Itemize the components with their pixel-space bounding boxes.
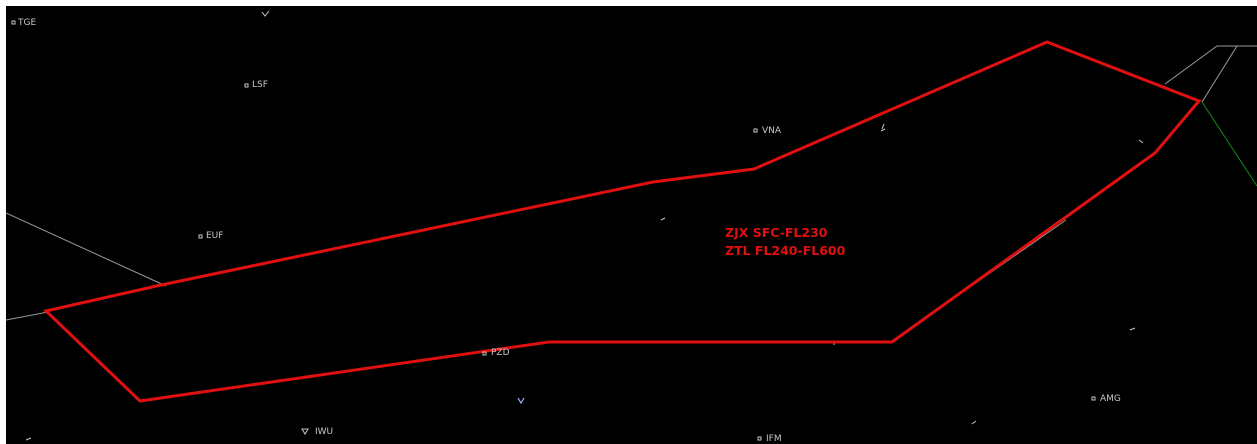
target-mark[interactable]	[517, 397, 525, 405]
fix-square-icon	[244, 83, 249, 88]
map-line-green	[1201, 101, 1257, 187]
airspace-label-line1: ZJX SFC-FL230	[725, 225, 828, 240]
airspace-label-line2: ZTL FL240-FL600	[725, 243, 846, 258]
fix-square-icon	[482, 351, 487, 356]
fix-label: EUF	[206, 231, 223, 241]
airspace-boundary[interactable]	[42, 40, 1202, 403]
fix-square-icon	[198, 234, 203, 239]
target-mark[interactable]	[880, 123, 886, 132]
scope-map[interactable]: TGE LSF VNA EUF PZD IWU AMG IFM	[6, 6, 1257, 444]
map-line-west-lower	[6, 311, 49, 321]
fix-euf[interactable]: EUF	[198, 231, 223, 241]
fix-label: IFM	[766, 434, 782, 444]
map-line-northeast-2	[1201, 45, 1238, 103]
target-mark[interactable]	[1129, 327, 1136, 331]
fix-label: PZD	[491, 348, 510, 358]
target-mark[interactable]	[971, 420, 977, 425]
fix-square-icon	[753, 128, 758, 133]
fix-label: VNA	[762, 126, 782, 136]
fix-pzd[interactable]: PZD	[482, 348, 510, 358]
map-line-northeast	[1164, 45, 1257, 85]
fix-lsf[interactable]: LSF	[244, 80, 268, 90]
fix-label: LSF	[252, 80, 268, 90]
fix-label: IWU	[315, 427, 333, 437]
fix-iwu[interactable]: IWU	[301, 427, 333, 437]
fix-label: TGE	[17, 18, 36, 28]
fix-amg[interactable]: AMG	[1091, 394, 1121, 404]
map-line-west-upper	[6, 212, 167, 287]
target-mark[interactable]	[1138, 139, 1144, 144]
fix-vna[interactable]: VNA	[753, 126, 782, 136]
target-mark[interactable]	[261, 10, 270, 17]
fix-square-icon	[757, 436, 762, 441]
fix-ifm[interactable]: IFM	[757, 434, 782, 444]
fix-square-icon	[1091, 396, 1096, 401]
fix-tge[interactable]: TGE	[11, 18, 36, 28]
radar-scope[interactable]: TGE LSF VNA EUF PZD IWU AMG IFM	[6, 6, 1257, 444]
fix-label: AMG	[1100, 394, 1121, 404]
fix-triangle-icon	[301, 428, 309, 435]
target-mark[interactable]	[25, 437, 32, 441]
fix-square-icon	[11, 20, 16, 25]
target-mark[interactable]	[660, 217, 666, 221]
